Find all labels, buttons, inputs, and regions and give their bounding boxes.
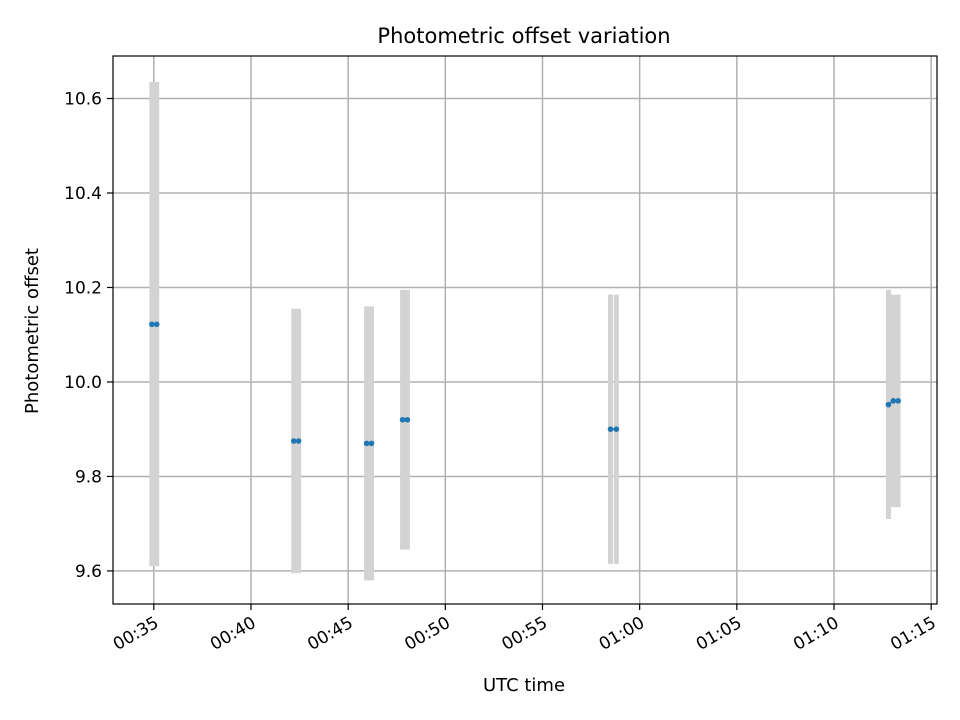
data-point	[895, 398, 901, 404]
chart-title: Photometric offset variation	[377, 24, 670, 48]
plot-frame	[112, 55, 938, 605]
y-axis-label: Photometric offset	[22, 248, 43, 414]
data-points	[149, 321, 901, 447]
data-point	[613, 426, 620, 433]
data-point	[404, 416, 411, 423]
data-point	[363, 440, 370, 447]
y-tick-label: 9.6	[75, 562, 102, 582]
y-tick-label: 10.4	[64, 184, 102, 204]
grid-lines	[113, 56, 937, 604]
data-point	[399, 416, 406, 423]
data-point	[885, 401, 892, 408]
data-point	[890, 398, 897, 404]
data-point	[290, 438, 297, 444]
data-point	[295, 438, 302, 444]
x-axis-label: UTC time	[483, 675, 565, 696]
data-point	[607, 426, 614, 433]
y-tick-label: 10.0	[64, 373, 102, 393]
y-tick-label: 10.2	[64, 278, 102, 298]
data-point	[153, 321, 160, 328]
y-tick-label: 10.6	[64, 90, 102, 110]
data-point	[368, 440, 375, 447]
y-tick-label: 9.8	[75, 467, 102, 487]
data-point	[149, 321, 155, 328]
